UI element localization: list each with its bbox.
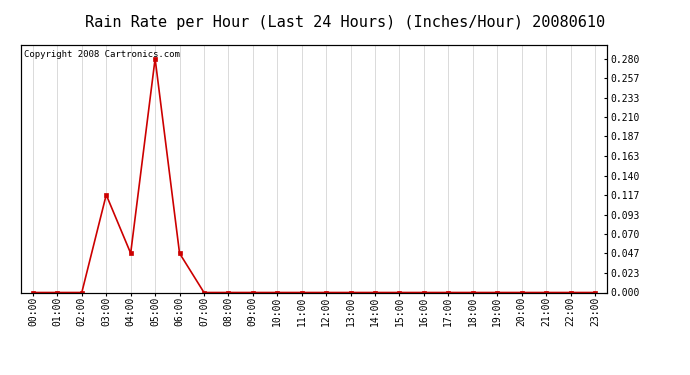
Text: Rain Rate per Hour (Last 24 Hours) (Inches/Hour) 20080610: Rain Rate per Hour (Last 24 Hours) (Inch… xyxy=(85,15,605,30)
Text: Copyright 2008 Cartronics.com: Copyright 2008 Cartronics.com xyxy=(23,50,179,59)
